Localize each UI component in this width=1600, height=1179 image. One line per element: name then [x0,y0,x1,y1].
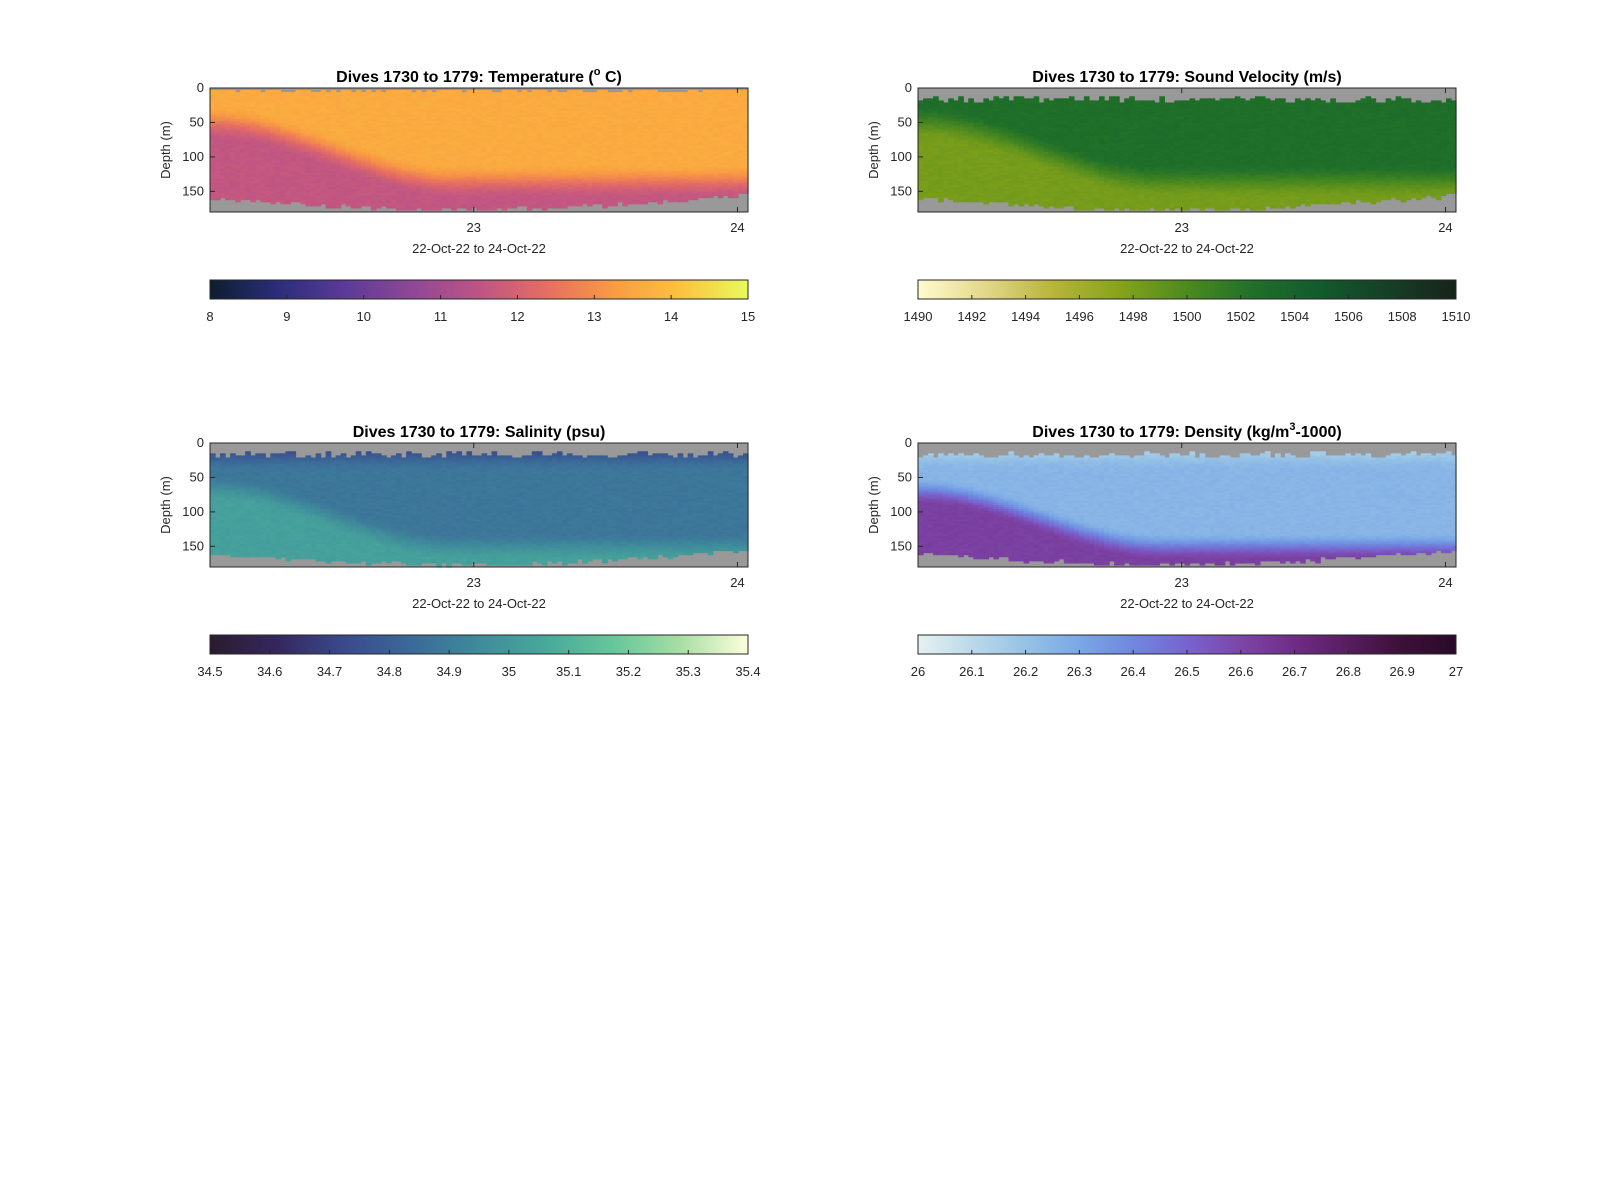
heatmap-cell [235,200,241,203]
heatmap-cell [366,204,372,207]
heatmap-cell [637,202,643,205]
heatmap-cell [622,204,628,207]
heatmap-cell [572,204,578,207]
heatmap-cell [421,208,427,211]
heatmap-cell [582,202,588,205]
heatmap-cell [361,204,367,207]
heatmap-cell [255,198,261,201]
heatmap-cell [396,208,402,211]
heatmap-cells [210,88,749,212]
heatmap-cell [316,204,322,207]
panel-title: Dives 1730 to 1779: Temperature (o C) [336,66,622,86]
heatmap-cell [386,206,392,209]
heatmap-cell [270,202,276,205]
heatmap-cell [482,208,488,211]
heatmap-cell [502,208,508,211]
heatmap-cell [381,204,387,207]
heatmap-cell [356,206,362,209]
heatmap-cell [652,200,658,203]
title-suffix: C) [601,69,622,86]
heatmap-cell [522,204,528,207]
heatmap-cell [647,200,653,203]
heatmap-cell [280,202,286,205]
heatmap-cell [306,204,312,207]
heatmap-cell [391,206,397,209]
heatmap-cell [532,206,538,209]
heatmap-cell [215,198,221,201]
heatmap-cell [260,200,266,203]
heatmap-cell [351,206,357,209]
heatmap-cell [597,202,603,205]
heatmap-cell [592,202,598,205]
temperature-panel: Dives 1730 to 1779: Temperature (o C) 05… [158,66,755,324]
heatmap-cell [225,198,231,201]
heatmap-cell [451,208,457,211]
heatmap-cell [290,200,296,203]
heatmap-cell [331,206,337,209]
heatmap-cell [265,200,271,203]
heatmap-cell [426,208,432,211]
heatmap-cell [301,202,307,205]
heatmap-cell [466,208,472,211]
heatmap-cell [552,206,558,209]
heatmap-cell [476,208,482,211]
heatmap-cell [642,202,648,205]
heatmap-cell [210,198,216,201]
heatmap-cell [512,206,518,209]
heatmap-cell [562,206,568,209]
heatmap-cell [547,206,553,209]
heatmap-cell [507,206,513,209]
heatmap-cell [295,200,301,203]
heatmap-cell [497,206,503,209]
heatmap-cell [406,208,412,211]
heatmap-cell [285,202,291,205]
heatmap-cell [456,206,462,209]
heatmap-cell [446,206,452,209]
heatmap-cell [542,208,548,211]
heatmap-cell [401,208,407,211]
heatmap-cell [431,208,437,211]
heatmap-cell [441,206,447,209]
heatmap-cell [346,204,352,207]
heatmap-cell [557,206,563,209]
heatmap-cell [245,198,251,201]
heatmap-cell [577,204,583,207]
heatmap-cell [326,206,332,209]
heatmap-cell [632,202,638,205]
heatmap-cell [602,206,608,209]
heatmap-cell [471,206,477,209]
heatmap-cell [411,208,417,211]
heatmap-cell [587,204,593,207]
heatmap-cell [487,208,493,211]
heatmap-cell [461,206,467,209]
heatmap-cell [436,208,442,211]
heatmap-cell [537,206,543,209]
heatmap-cell [311,204,317,207]
heatmap-cell [612,204,618,207]
heatmap-cell [275,200,281,203]
heatmap-cell [321,202,327,205]
heatmap-cell [220,195,226,198]
heatmap-cell [627,202,633,205]
heatmap-cell [341,202,347,205]
heatmap-cell [371,208,377,211]
heatmap-cell [617,200,623,203]
heatmap-cell [567,204,573,207]
heatmap-cell [492,208,498,211]
heatmap-cell [416,206,422,209]
heatmap-cell [250,200,256,203]
heatmap-cell [527,208,533,211]
heatmap-cell [230,198,236,201]
heatmap-cell [336,206,342,209]
heatmap-cell [607,204,613,207]
heatmap-cell [376,206,382,209]
heatmap-cell [517,204,523,207]
heatmap-cell [240,198,246,201]
